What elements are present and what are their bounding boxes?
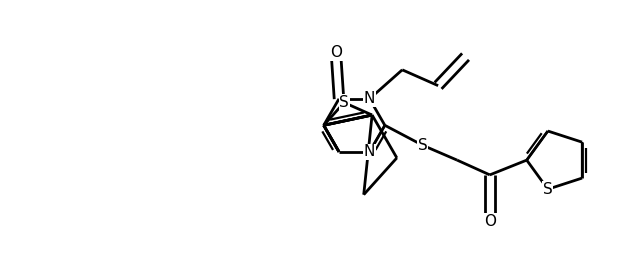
Text: N: N bbox=[364, 144, 375, 159]
Text: O: O bbox=[484, 214, 496, 229]
Text: S: S bbox=[418, 138, 428, 153]
Text: N: N bbox=[364, 91, 375, 106]
Text: S: S bbox=[339, 95, 349, 110]
Text: O: O bbox=[330, 45, 342, 60]
Text: S: S bbox=[543, 182, 553, 197]
